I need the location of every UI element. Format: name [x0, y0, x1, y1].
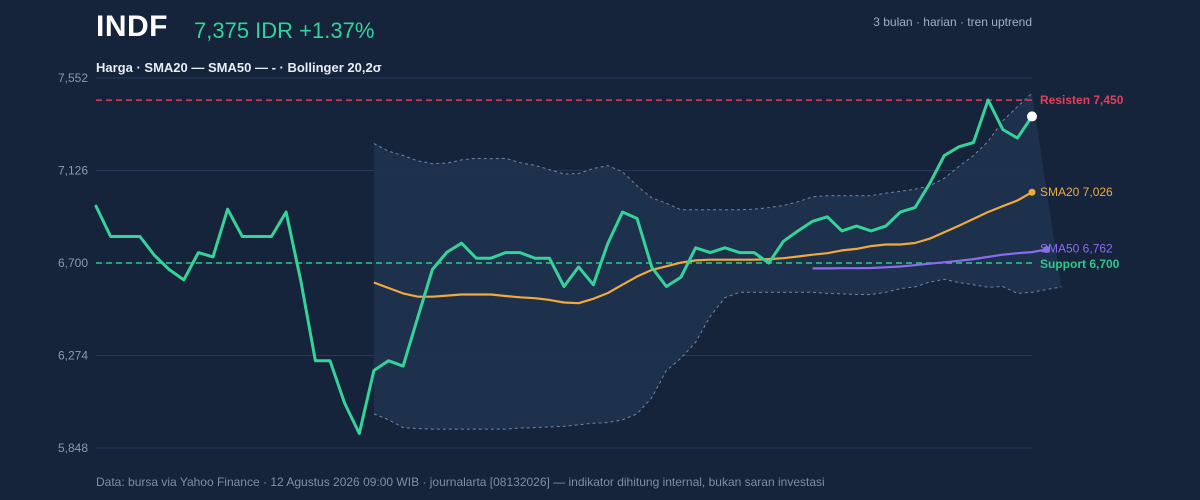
bollinger-lower-line — [373, 278, 1062, 430]
price-end-marker — [1027, 111, 1037, 122]
price-change: 7,375 IDR +1.37% — [194, 18, 375, 43]
sma20-end-marker — [1028, 188, 1036, 196]
legend-sma50: SMA50 — — [204, 60, 268, 75]
sma50-end-marker — [1043, 246, 1051, 254]
bollinger-upper-line — [373, 92, 1033, 211]
price-line — [94, 98, 1034, 435]
support-label: Support 6,700 — [1040, 257, 1120, 271]
y-tick-label: 7,552 — [58, 71, 88, 85]
y-tick-label: 5,848 — [58, 441, 88, 455]
sma20-line — [373, 191, 1033, 305]
sma20-end-label: SMA20 7,026 — [1040, 185, 1113, 199]
legend-bollinger: - · Bollinger 20,2σ — [267, 60, 382, 75]
y-tick-label: 7,126 — [58, 164, 88, 178]
legend-price: Harga · — [96, 60, 145, 75]
sma50-end-label: SMA50 6,762 — [1040, 242, 1113, 256]
chart-legend: Harga · SMA20 — SMA50 — - · Bollinger 20… — [96, 60, 382, 75]
data-source-footer: Data: bursa via Yahoo Finance · 12 Agust… — [96, 475, 825, 489]
y-tick-label: 6,700 — [58, 256, 88, 270]
sma50-line — [812, 248, 1047, 270]
ticker-symbol: INDF — [96, 10, 168, 43]
y-tick-label: 6,274 — [58, 349, 88, 363]
resistance-label: Resisten 7,450 — [1040, 93, 1124, 107]
chart-meta: 3 bulan · harian · tren uptrend — [873, 15, 1032, 29]
legend-sma20: SMA20 — — [144, 60, 205, 75]
bollinger-band-fill — [373, 93, 1062, 430]
